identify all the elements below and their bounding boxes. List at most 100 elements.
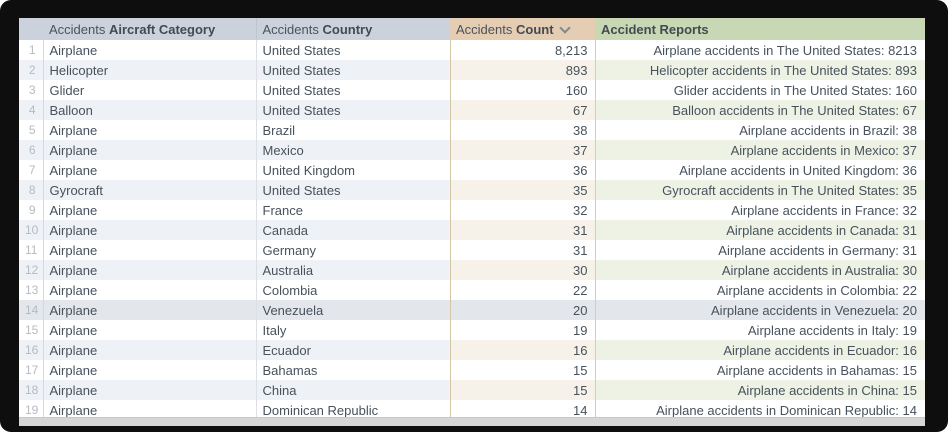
row-number-cell: 19 xyxy=(19,400,44,420)
sort-descending-chevron-icon[interactable] xyxy=(558,21,571,34)
count-cell[interactable]: 37 xyxy=(449,140,596,160)
accident-report-cell[interactable]: Airplane accidents in Canada: 31 xyxy=(595,220,925,240)
aircraft-category-cell[interactable]: Airplane xyxy=(43,140,257,160)
aircraft-category-cell[interactable]: Airplane xyxy=(43,300,257,320)
row-number-cell: 1 xyxy=(19,40,44,60)
count-cell[interactable]: 20 xyxy=(449,300,596,320)
count-cell[interactable]: 31 xyxy=(449,240,596,260)
country-cell[interactable]: Germany xyxy=(256,240,450,260)
column-label: Count xyxy=(515,21,554,37)
aircraft-category-cell[interactable]: Helicopter xyxy=(43,60,257,80)
accident-report-cell[interactable]: Helicopter accidents in The United State… xyxy=(595,60,925,80)
count-cell[interactable]: 15 xyxy=(449,380,596,400)
accident-report-cell[interactable]: Airplane accidents in Venezuela: 20 xyxy=(595,300,925,320)
count-cell[interactable]: 22 xyxy=(449,280,596,300)
row-number-cell: 13 xyxy=(19,280,44,300)
aircraft-category-cell[interactable]: Airplane xyxy=(43,200,257,220)
horizontal-scrollbar[interactable] xyxy=(19,417,925,426)
row-number-header xyxy=(19,18,43,40)
aircraft-category-cell[interactable]: Balloon xyxy=(43,100,257,120)
aircraft-category-cell[interactable]: Airplane xyxy=(43,280,257,300)
accident-report-cell[interactable]: Airplane accidents in Mexico: 37 xyxy=(595,140,925,160)
country-cell[interactable]: China xyxy=(256,380,450,400)
country-cell[interactable]: Italy xyxy=(256,320,450,340)
aircraft-category-cell[interactable]: Airplane xyxy=(43,380,257,400)
aircraft-category-cell[interactable]: Airplane xyxy=(43,340,257,360)
country-cell[interactable]: Brazil xyxy=(256,120,450,140)
count-cell[interactable]: 31 xyxy=(449,220,596,240)
count-cell[interactable]: 32 xyxy=(449,200,596,220)
accident-report-cell[interactable]: Airplane accidents in Australia: 30 xyxy=(595,260,925,280)
accident-report-cell[interactable]: Airplane accidents in Germany: 31 xyxy=(595,240,925,260)
accident-report-cell[interactable]: Airplane accidents in Dominican Republic… xyxy=(595,400,925,420)
column-label: Aircraft Category xyxy=(108,21,216,37)
country-cell[interactable]: United States xyxy=(256,180,450,200)
column-header-accident-reports[interactable]: Accident Reports xyxy=(595,18,925,40)
count-cell[interactable]: 14 xyxy=(449,400,596,420)
row-number-cell: 17 xyxy=(19,360,44,380)
column-header-count-sorted[interactable]: Accidents Count xyxy=(450,18,595,40)
count-cell[interactable]: 893 xyxy=(449,60,596,80)
country-cell[interactable]: United States xyxy=(256,80,450,100)
aircraft-category-cell[interactable]: Gyrocraft xyxy=(43,180,257,200)
aircraft-category-cell[interactable]: Airplane xyxy=(43,400,257,420)
count-cell[interactable]: 8,213 xyxy=(449,40,596,60)
count-cell[interactable]: 30 xyxy=(449,260,596,280)
table-body: 1 Airplane United States 8,213 Airplane … xyxy=(19,40,925,420)
accident-report-cell[interactable]: Balloon accidents in The United States: … xyxy=(595,100,925,120)
accident-report-cell[interactable]: Airplane accidents in France: 32 xyxy=(595,200,925,220)
accident-report-cell[interactable]: Gyrocraft accidents in The United States… xyxy=(595,180,925,200)
aircraft-category-cell[interactable]: Airplane xyxy=(43,360,257,380)
aircraft-category-cell[interactable]: Airplane xyxy=(43,320,257,340)
country-cell[interactable]: France xyxy=(256,200,450,220)
count-cell[interactable]: 38 xyxy=(449,120,596,140)
count-cell[interactable]: 36 xyxy=(449,160,596,180)
accident-report-cell[interactable]: Airplane accidents in Ecuador: 16 xyxy=(595,340,925,360)
count-cell[interactable]: 16 xyxy=(449,340,596,360)
country-cell[interactable]: United States xyxy=(256,60,450,80)
column-prefix: Accidents xyxy=(262,21,323,37)
accident-report-cell[interactable]: Airplane accidents in Italy: 19 xyxy=(595,320,925,340)
count-cell[interactable]: 35 xyxy=(449,180,596,200)
accident-report-cell[interactable]: Airplane accidents in The United States:… xyxy=(595,40,925,60)
country-cell[interactable]: Venezuela xyxy=(256,300,450,320)
table-row: 5 Airplane Brazil 38 Airplane accidents … xyxy=(19,120,925,140)
country-cell[interactable]: Colombia xyxy=(256,280,450,300)
accident-report-cell[interactable]: Airplane accidents in United Kingdom: 36 xyxy=(595,160,925,180)
count-cell[interactable]: 19 xyxy=(449,320,596,340)
column-header-country[interactable]: Accidents Country xyxy=(256,18,450,40)
country-cell[interactable]: United Kingdom xyxy=(256,160,450,180)
aircraft-category-cell[interactable]: Airplane xyxy=(43,160,257,180)
row-number-cell: 18 xyxy=(19,380,44,400)
country-cell[interactable]: Australia xyxy=(256,260,450,280)
aircraft-category-cell[interactable]: Airplane xyxy=(43,120,257,140)
aircraft-category-cell[interactable]: Glider xyxy=(43,80,257,100)
table-row: 10 Airplane Canada 31 Airplane accidents… xyxy=(19,220,925,240)
accident-report-cell[interactable]: Airplane accidents in Bahamas: 15 xyxy=(595,360,925,380)
row-number-cell: 6 xyxy=(19,140,44,160)
country-cell[interactable]: United States xyxy=(256,100,450,120)
column-header-aircraft-category[interactable]: Accidents Aircraft Category xyxy=(43,18,257,40)
row-number-cell: 10 xyxy=(19,220,44,240)
table-row: 17 Airplane Bahamas 15 Airplane accident… xyxy=(19,360,925,380)
aircraft-category-cell[interactable]: Airplane xyxy=(43,220,257,240)
count-cell[interactable]: 15 xyxy=(449,360,596,380)
country-cell[interactable]: Canada xyxy=(256,220,450,240)
aircraft-category-cell[interactable]: Airplane xyxy=(43,40,257,60)
country-cell[interactable]: Ecuador xyxy=(256,340,450,360)
accident-report-cell[interactable]: Airplane accidents in Brazil: 38 xyxy=(595,120,925,140)
country-cell[interactable]: Bahamas xyxy=(256,360,450,380)
count-cell[interactable]: 67 xyxy=(449,100,596,120)
country-cell[interactable]: Mexico xyxy=(256,140,450,160)
accident-report-cell[interactable]: Airplane accidents in Colombia: 22 xyxy=(595,280,925,300)
accident-report-cell[interactable]: Glider accidents in The United States: 1… xyxy=(595,80,925,100)
count-cell[interactable]: 160 xyxy=(449,80,596,100)
country-cell[interactable]: United States xyxy=(256,40,450,60)
row-number-cell: 3 xyxy=(19,80,44,100)
results-table-card: Accidents Aircraft Category Accidents Co… xyxy=(19,18,925,426)
country-cell[interactable]: Dominican Republic xyxy=(256,400,450,420)
aircraft-category-cell[interactable]: Airplane xyxy=(43,240,257,260)
accident-report-cell[interactable]: Airplane accidents in China: 15 xyxy=(595,380,925,400)
aircraft-category-cell[interactable]: Airplane xyxy=(43,260,257,280)
column-label: Accident Reports xyxy=(601,21,709,37)
